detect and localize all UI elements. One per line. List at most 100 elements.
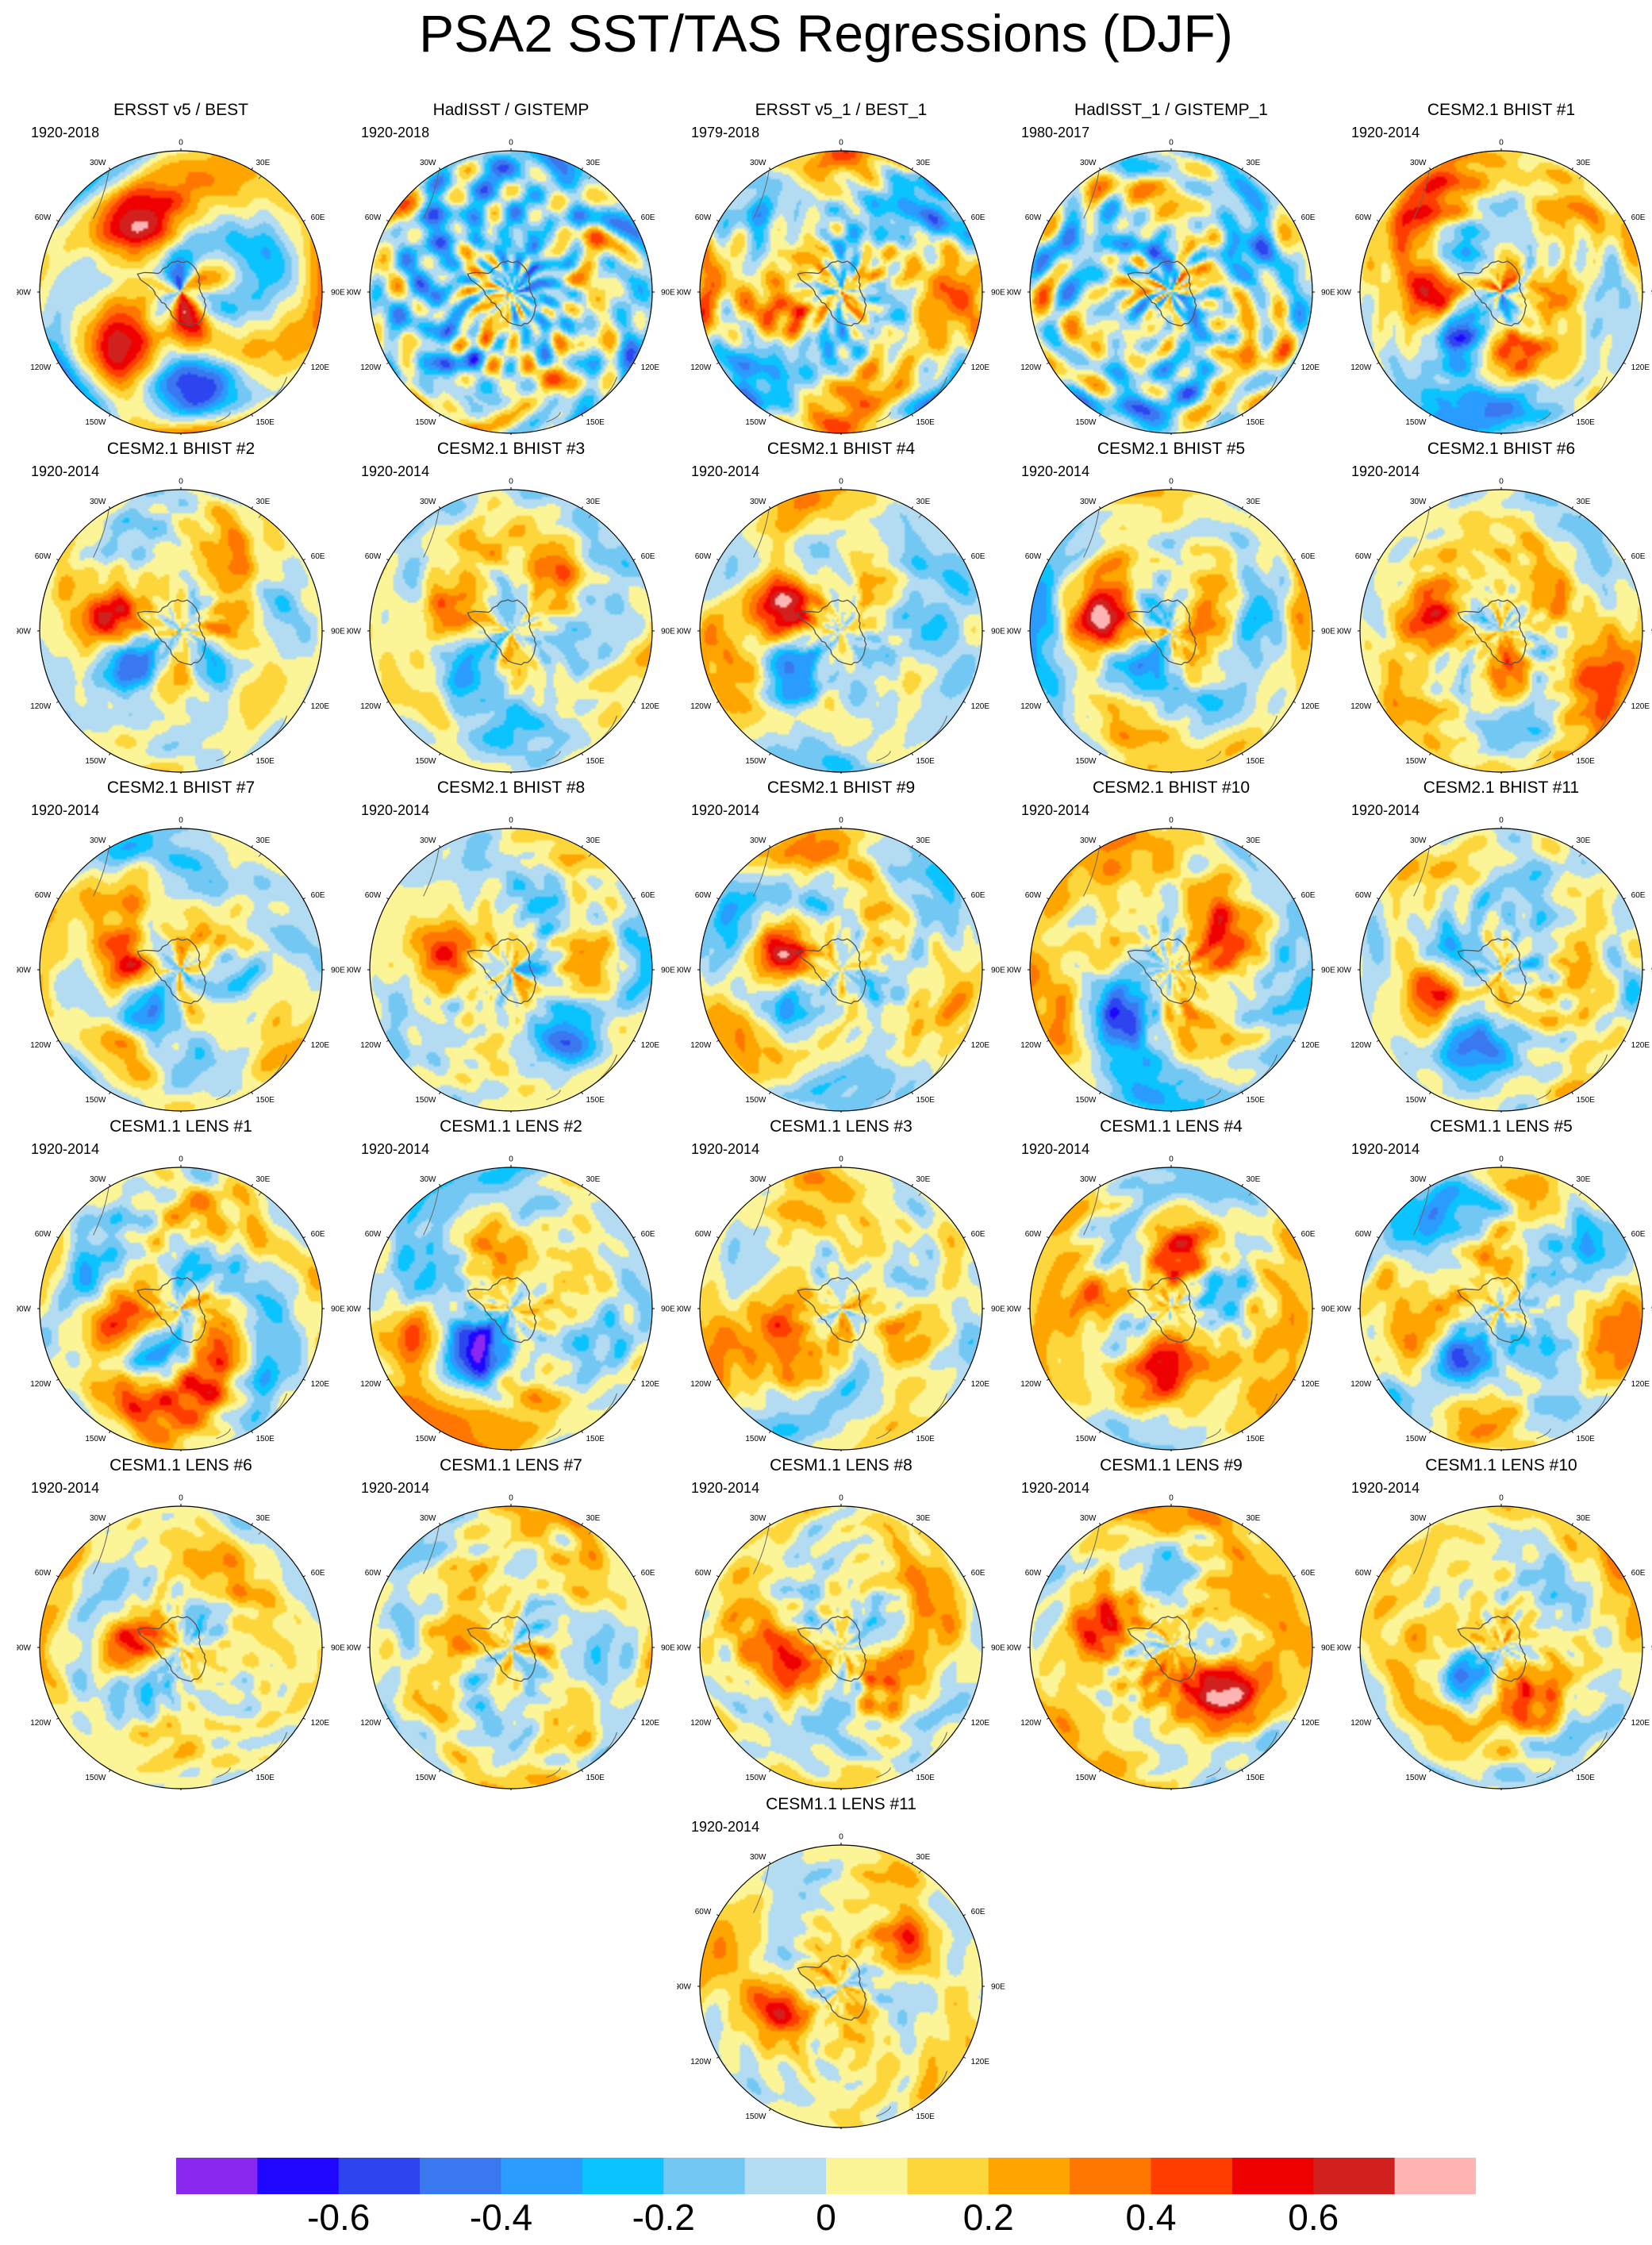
antarctica-coastline	[467, 937, 537, 1005]
longitude-tick	[56, 559, 60, 561]
longitude-label: 120E	[1301, 1041, 1320, 1050]
longitude-tick	[581, 1522, 583, 1526]
antarctica-coastline	[1457, 259, 1527, 327]
longitude-label: 60E	[1301, 1230, 1316, 1239]
longitude-tick	[632, 1717, 636, 1720]
coastline	[216, 1767, 231, 1778]
longitude-label: 90E	[1321, 289, 1335, 298]
longitude-tick	[1376, 1575, 1380, 1578]
colorbar-box	[1231, 2158, 1314, 2194]
longitude-label: 150W	[85, 757, 106, 766]
longitude-tick	[1429, 167, 1431, 171]
panel-years: 1920-2014	[31, 1141, 100, 1157]
longitude-label: 90E	[1321, 967, 1335, 975]
longitude-label: 30W	[750, 159, 766, 167]
longitude-label: 120W	[1350, 1719, 1372, 1728]
regression-field	[700, 1845, 982, 2128]
longitude-label: 90W	[1007, 289, 1022, 298]
longitude-label: 150E	[256, 1435, 275, 1443]
longitude-label: 90W	[677, 1305, 692, 1314]
longitude-tick	[1293, 1378, 1297, 1381]
page-title: PSA2 SST/TAS Regressions (DJF)	[419, 4, 1233, 63]
longitude-tick	[1099, 1183, 1101, 1187]
longitude-tick	[1376, 559, 1380, 561]
panel-years: 1920-2014	[1021, 802, 1090, 818]
longitude-tick	[1241, 1430, 1243, 1434]
longitude-label: 90E	[331, 1644, 345, 1653]
longitude-label: 30E	[586, 1175, 601, 1184]
longitude-tick	[439, 413, 441, 417]
longitude-label: 90W	[1007, 628, 1022, 636]
longitude-tick	[911, 752, 913, 756]
longitude-tick	[1046, 898, 1050, 900]
coastline	[546, 412, 561, 423]
panel-years: 1920-2014	[1351, 802, 1420, 818]
coastline	[1206, 1767, 1221, 1778]
longitude-label: 60E	[971, 213, 985, 222]
longitude-label: 30W	[1080, 1175, 1097, 1184]
longitude-label: 30E	[1247, 498, 1261, 506]
longitude-tick	[1046, 1717, 1050, 1720]
longitude-label: 60E	[641, 552, 655, 561]
regression-field	[700, 1167, 982, 1450]
panel-years: 1920-2014	[1351, 1141, 1420, 1157]
longitude-label: 120E	[1301, 1719, 1320, 1728]
regression-field	[40, 1167, 322, 1450]
coastline	[876, 412, 891, 423]
longitude-label: 60W	[35, 1569, 52, 1578]
coastline	[216, 412, 231, 423]
longitude-label: 120W	[1020, 1380, 1042, 1389]
panel-years: 1920-2014	[1351, 463, 1420, 479]
coastline	[876, 1428, 891, 1440]
longitude-label: 120E	[1631, 1380, 1650, 1389]
longitude-label: 30E	[256, 159, 271, 167]
panel-years: 1979-2018	[691, 125, 760, 140]
longitude-tick	[56, 1575, 60, 1578]
longitude-label: 150W	[415, 418, 436, 427]
panel-title: CESM2.1 BHIST #7	[106, 778, 255, 797]
coastline	[1536, 1090, 1551, 1101]
longitude-tick	[1623, 1717, 1627, 1720]
longitude-label: 150E	[586, 1096, 605, 1105]
longitude-label: 150E	[1577, 418, 1596, 427]
longitude-tick	[1099, 167, 1101, 171]
longitude-tick	[716, 898, 720, 900]
longitude-tick	[769, 1430, 771, 1434]
longitude-label: 30E	[256, 836, 271, 845]
longitude-label: 30W	[750, 836, 766, 845]
longitude-label: 90E	[1321, 1305, 1335, 1314]
longitude-label: 120W	[690, 1719, 712, 1728]
map-panel: CESM1.1 LENS #51920-2014030E60E90E120E15…	[1337, 1117, 1652, 1451]
longitude-tick	[1376, 1378, 1380, 1381]
longitude-label: 0	[179, 139, 183, 148]
longitude-label: 120E	[641, 702, 660, 711]
longitude-tick	[962, 559, 966, 561]
longitude-tick	[581, 844, 583, 848]
longitude-label: 60E	[311, 1230, 325, 1239]
longitude-label: 60E	[1631, 1230, 1646, 1239]
longitude-label: 120W	[30, 1380, 52, 1389]
longitude-tick	[56, 362, 60, 364]
longitude-tick	[1571, 1183, 1573, 1187]
longitude-label: 120E	[641, 1380, 660, 1389]
longitude-label: 120W	[690, 363, 712, 372]
longitude-label: 30E	[1247, 1175, 1261, 1184]
longitude-label: 150E	[586, 418, 605, 427]
longitude-label: 30E	[256, 1514, 271, 1523]
polar-map: 030E60E90E120E150E180150W120W90W60W30W	[347, 1155, 675, 1451]
longitude-label: 90E	[991, 1644, 1005, 1653]
longitude-label: 150W	[1405, 418, 1427, 427]
map-panel: CESM1.1 LENS #1 1920-2014 0 30E 60E 90E 120E 15…	[17, 1117, 345, 1451]
antarctica-coastline	[1457, 598, 1527, 666]
longitude-label: 60W	[1025, 1230, 1042, 1239]
longitude-label: 90W	[1007, 1305, 1022, 1314]
longitude-tick	[962, 220, 966, 222]
colorbar-box	[582, 2158, 664, 2194]
longitude-label: 60W	[695, 552, 712, 561]
longitude-tick	[1571, 1430, 1573, 1434]
longitude-tick	[109, 1769, 111, 1773]
panel-title: CESM2.1 BHIST #9	[766, 778, 916, 797]
regression-field	[700, 151, 982, 433]
panel-title: ERSST v5 / BEST	[113, 101, 248, 119]
longitude-label: 120W	[30, 1719, 52, 1728]
